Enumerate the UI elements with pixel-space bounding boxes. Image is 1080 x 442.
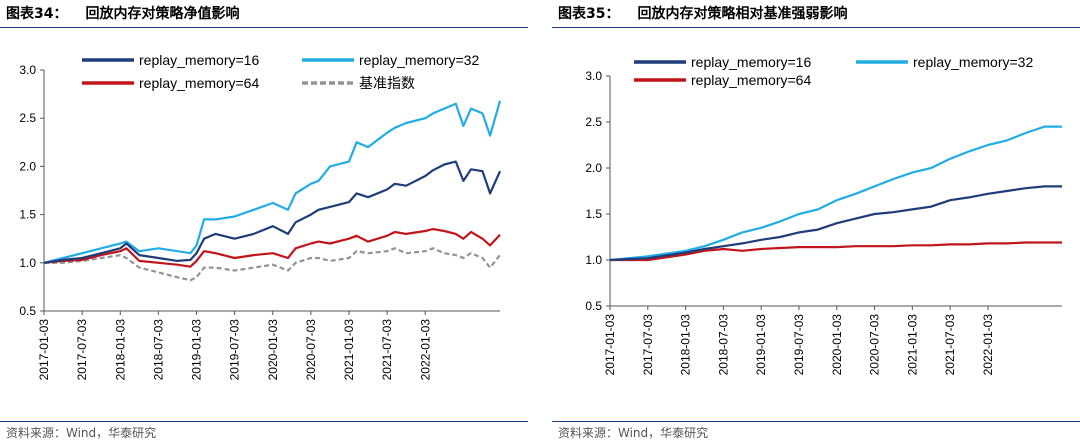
figure-34-chart: 0.5 1.0 1.5 2.0 2.5 3.0 2017-01-03 2017-07-03 20… — [19, 52, 502, 381]
series-line-replay-memory-64 — [610, 241, 1062, 262]
figure-35-chart: 0.5 1.0 1.5 2.0 2.5 3.0 2017-01-03 2017-07-03 20… — [585, 54, 1062, 376]
x-tick-label: 2017-01-03 — [37, 319, 51, 381]
y-tick-label: 3.0 — [585, 69, 602, 83]
x-tick-label: 2017-01-03 — [603, 314, 617, 376]
x-tick-label: 2019-01-03 — [754, 314, 768, 376]
y-tick-label: 2.5 — [585, 115, 602, 129]
figure-35-title: 图表35： 回放内存对策略相对基准强弱影响 — [558, 2, 847, 26]
y-tick-label: 1.5 — [19, 208, 36, 222]
x-tick-label: 2017-07-03 — [641, 314, 655, 376]
figure-35-number: 图表35： — [558, 6, 620, 22]
figure-35-source-rule — [552, 421, 1080, 422]
x-tick-label: 2017-07-03 — [75, 319, 89, 381]
x-tick-label: 2020-07-03 — [304, 319, 318, 381]
y-tick-label: 2.0 — [19, 159, 36, 173]
figure-35-source: 资料来源：Wind，华泰研究 — [558, 426, 709, 440]
x-tick-label: 2021-07-03 — [943, 314, 957, 376]
x-tick-label: 2022-01-03 — [418, 319, 432, 381]
figure-34-source: 资料来源：Wind，华泰研究 — [6, 426, 157, 440]
x-tick-label: 2020-01-03 — [266, 319, 280, 381]
figure-34-title: 图表34： 回放内存对策略净值影响 — [6, 2, 239, 26]
series-line-replay-memory-32 — [609, 125, 1062, 262]
x-tick-label: 2019-07-03 — [792, 314, 806, 376]
x-tick-label: 2018-07-03 — [151, 319, 165, 381]
x-tick-label: 2021-01-03 — [342, 319, 356, 381]
x-tick-label: 2022-01-03 — [981, 314, 995, 376]
y-tick-label: 0.5 — [19, 304, 36, 318]
x-tick-label: 2018-01-03 — [679, 314, 693, 376]
series-line-replay-memory-16 — [43, 160, 502, 264]
x-tick-label: 2018-07-03 — [716, 314, 730, 376]
legend-label: replay_memory=16 — [691, 54, 811, 70]
x-tick-label: 2018-01-03 — [113, 319, 127, 381]
y-tick-label: 0.5 — [585, 299, 602, 313]
x-tick-label: 2020-01-03 — [830, 314, 844, 376]
y-tick-label: 3.0 — [19, 63, 36, 77]
figure-34-source-rule — [0, 421, 528, 422]
legend-label: 基准指数 — [359, 75, 415, 91]
legend-label: replay_memory=32 — [913, 54, 1033, 70]
figure-34-number: 图表34： — [6, 6, 68, 22]
series-line-replay-memory-32 — [43, 100, 502, 264]
x-tick-label: 2021-07-03 — [380, 319, 394, 381]
x-tick-label: 2020-07-03 — [868, 314, 882, 376]
y-tick-label: 1.0 — [585, 253, 602, 267]
figure-35-title-text: 回放内存对策略相对基准强弱影响 — [637, 6, 848, 22]
legend-label: replay_memory=64 — [139, 75, 259, 91]
series-line-replay-memory-16 — [609, 185, 1062, 262]
y-tick-label: 1.5 — [585, 207, 602, 221]
series-line-replay-memory-64 — [43, 228, 501, 268]
legend-label: replay_memory=32 — [359, 52, 479, 68]
series-line-benchmark — [44, 247, 501, 282]
y-tick-label: 1.0 — [19, 256, 36, 270]
x-tick-label: 2021-01-03 — [905, 314, 919, 376]
y-tick-label: 2.5 — [19, 111, 36, 125]
figure-35-panel: 图表35： 回放内存对策略相对基准强弱影响 0.5 1.0 1.5 2.0 2.5 3.0 2… — [552, 0, 1080, 442]
figure-34-panel: 图表34： 回放内存对策略净值影响 0.5 1.0 1.5 2.0 2.5 3.0 2017-… — [0, 0, 528, 442]
figure-35-title-rule — [552, 27, 1080, 28]
y-tick-label: 2.0 — [585, 161, 602, 175]
legend-label: replay_memory=16 — [139, 52, 259, 68]
legend-label: replay_memory=64 — [691, 72, 811, 88]
x-tick-label: 2019-07-03 — [228, 319, 242, 381]
x-tick-label: 2019-01-03 — [190, 319, 204, 381]
figure-34-title-text: 回放内存对策略净值影响 — [85, 6, 240, 22]
figure-34-title-rule — [0, 27, 528, 28]
